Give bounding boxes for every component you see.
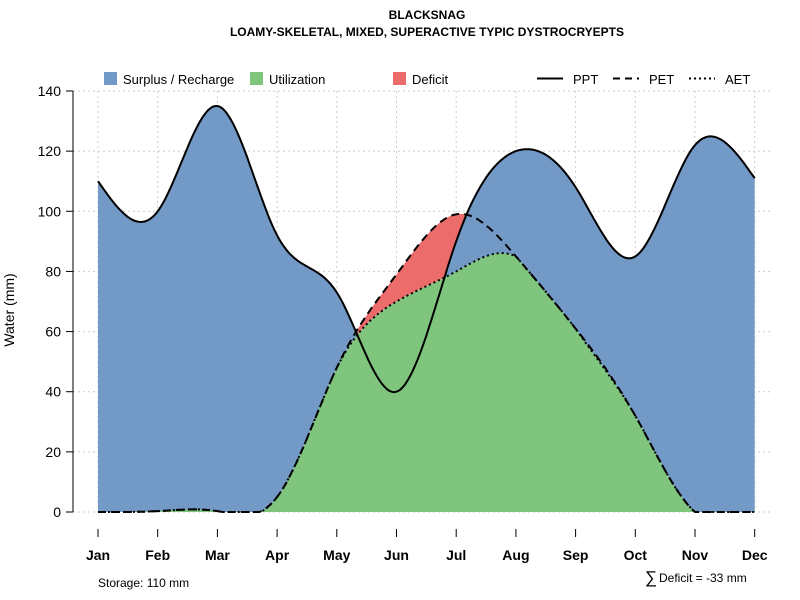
legend: Surplus / Recharge Utilization Deficit PPT P…	[104, 72, 750, 87]
storage-note: Storage: 110 mm	[98, 576, 189, 590]
legend-swatch-utilization	[250, 72, 263, 85]
x-tick-label-jun: Jun	[384, 547, 409, 563]
legend-label-deficit: Deficit	[412, 72, 449, 87]
y-tick-label-140: 140	[38, 83, 62, 99]
legend-swatch-deficit	[393, 72, 406, 85]
y-tick-label-100: 100	[38, 203, 62, 219]
x-tick-label-mar: Mar	[205, 547, 230, 563]
axes: 0 20 40 60 80 100 120 140 Jan Feb Mar Apr May Jun Jul A…	[38, 83, 768, 563]
chart-title: BLACKSNAG	[389, 8, 466, 22]
legend-label-aet: AET	[725, 72, 750, 87]
x-tick-label-aug: Aug	[502, 547, 529, 563]
series-line-ppt	[97, 105, 756, 394]
y-tick-label-20: 20	[45, 444, 61, 460]
deficit-sum-symbol: ∑	[645, 568, 657, 587]
legend-label-ppt: PPT	[573, 72, 598, 87]
y-tick-label-60: 60	[45, 324, 61, 340]
x-tick-label-nov: Nov	[682, 547, 709, 563]
x-tick-label-feb: Feb	[145, 547, 170, 563]
legend-label-utilization: Utilization	[269, 72, 325, 87]
series-line-pet	[98, 212, 755, 513]
legend-label-pet: PET	[649, 72, 674, 87]
area-fills	[98, 106, 755, 512]
legend-swatch-surplus	[104, 72, 117, 85]
utilization-area	[98, 253, 755, 512]
x-tick-label-dec: Dec	[742, 547, 768, 563]
legend-label-surplus: Surplus / Recharge	[123, 72, 234, 87]
y-tick-label-40: 40	[45, 384, 61, 400]
x-tick-label-jan: Jan	[86, 547, 110, 563]
x-tick-label-sep: Sep	[563, 547, 589, 563]
x-tick-label-may: May	[323, 547, 350, 563]
chart-subtitle: LOAMY-SKELETAL, MIXED, SUPERACTIVE TYPIC…	[230, 25, 624, 39]
x-tick-label-apr: Apr	[265, 547, 290, 563]
series-lines	[97, 105, 756, 513]
x-tick-label-jul: Jul	[446, 547, 466, 563]
y-tick-label-80: 80	[45, 263, 61, 279]
x-tick-label-oct: Oct	[624, 547, 648, 563]
y-axis-label: Water (mm)	[1, 273, 17, 346]
y-tick-label-0: 0	[53, 504, 61, 520]
deficit-note: Deficit = -33 mm	[659, 571, 747, 585]
deficit-area	[98, 213, 755, 512]
y-tick-label-120: 120	[38, 143, 62, 159]
